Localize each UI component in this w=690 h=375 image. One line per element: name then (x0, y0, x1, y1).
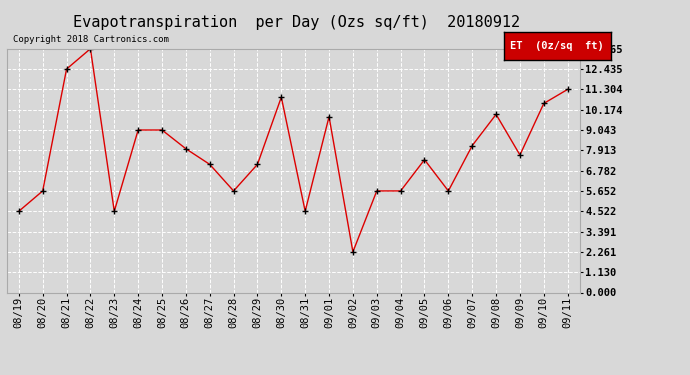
Text: ET  (0z/sq  ft): ET (0z/sq ft) (511, 41, 604, 51)
Text: Evapotranspiration  per Day (Ozs sq/ft)  20180912: Evapotranspiration per Day (Ozs sq/ft) 2… (73, 15, 520, 30)
Text: Copyright 2018 Cartronics.com: Copyright 2018 Cartronics.com (12, 35, 168, 44)
